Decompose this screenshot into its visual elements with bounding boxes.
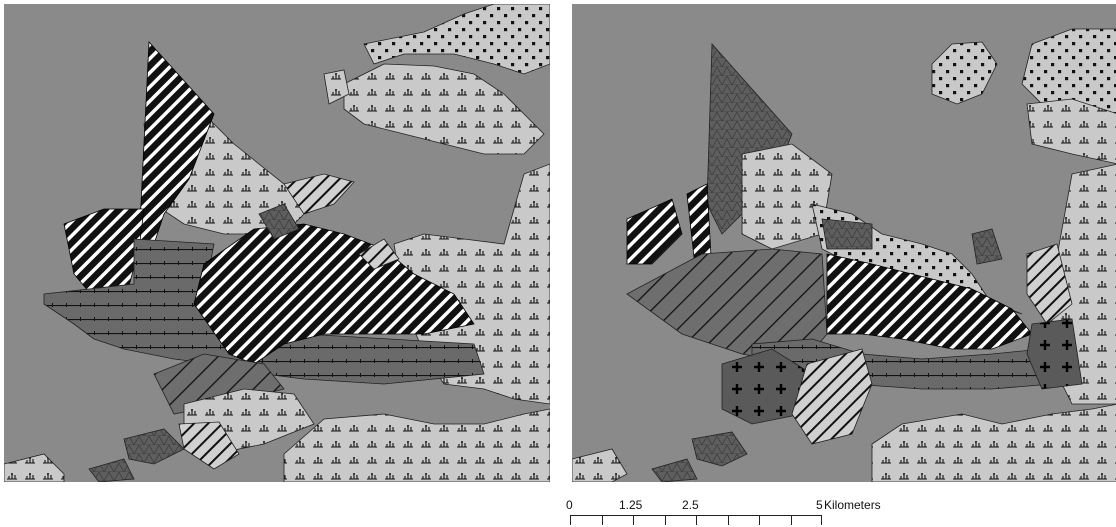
scale-tick [696, 515, 697, 525]
forest-striped-region [826, 253, 1033, 350]
dotted-region [363, 4, 550, 75]
dark-striped-region [153, 353, 285, 415]
scale-tick [759, 515, 760, 525]
scale-tick [665, 515, 666, 525]
horizontal-line-region [43, 238, 485, 385]
light-striped-region [791, 348, 873, 445]
map-right-canvas [572, 4, 1116, 482]
tree-region [572, 448, 628, 482]
dark-region [258, 203, 300, 240]
plus-region [1026, 318, 1083, 390]
dotted-region [931, 41, 998, 105]
tree-region [343, 63, 545, 155]
dark-region [971, 228, 1003, 265]
scale-label-0: 0 [566, 498, 573, 512]
scale-tick [791, 515, 792, 525]
tree-region [4, 453, 65, 482]
dark-region [123, 428, 185, 465]
dark-region [651, 458, 698, 482]
map-left[interactable] [4, 4, 550, 482]
light-striped-region [178, 421, 240, 470]
scale-label-1-25: 1.25 [619, 498, 643, 512]
dark-region [821, 218, 873, 250]
forest-striped-region [63, 208, 145, 305]
scale-bar: 0 1.25 2.5 5 Kilometers [560, 498, 881, 527]
dark-region [691, 431, 748, 467]
scale-tick [728, 515, 729, 525]
forest-striped-region [193, 223, 475, 365]
light-striped-region [358, 238, 400, 270]
dark-region [88, 458, 135, 482]
map-right[interactable] [572, 4, 1116, 482]
scale-tick [633, 515, 634, 525]
tree-region [323, 69, 350, 105]
light-striped-region [1026, 243, 1073, 325]
scale-tick [602, 515, 603, 525]
scale-label-2-5: 2.5 [682, 498, 699, 512]
map-left-canvas [4, 4, 550, 482]
forest-striped-region [626, 198, 683, 265]
scale-label-5: 5 [816, 498, 823, 512]
tree-region [1026, 98, 1116, 164]
light-striped-region [283, 173, 355, 215]
scale-unit-label: Kilometers [824, 498, 881, 512]
tree-region [283, 408, 550, 482]
tree-region [871, 403, 1116, 482]
